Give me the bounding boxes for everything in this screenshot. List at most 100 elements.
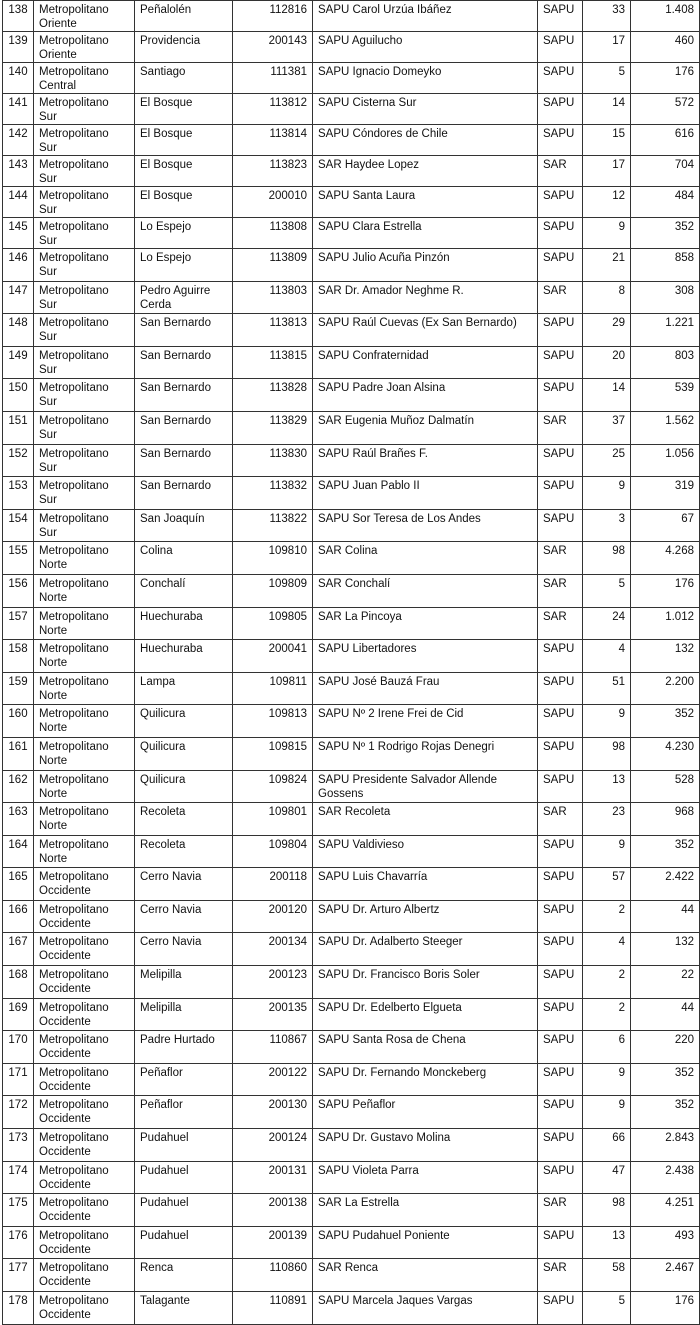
row-number-cell: 158	[2, 639, 34, 673]
establishment-name-cell: SAPU Sor Teresa de Los Andes	[312, 508, 538, 543]
establishment-type-cell: SAR	[537, 1258, 583, 1292]
health-service-cell: Metropolitano Oriente	[33, 0, 135, 32]
establishment-code-cell: 110867	[232, 1030, 313, 1064]
health-service-cell: Metropolitano Occidente	[33, 1062, 135, 1097]
row-number-cell: 153	[2, 476, 34, 510]
row-number-cell: 166	[2, 899, 34, 934]
count-cell: 9	[582, 476, 631, 510]
establishment-code-cell: 113813	[232, 313, 313, 347]
table-row: 178 Metropolitano Occidente Talagante 11089…	[2, 1291, 700, 1325]
establishment-code-cell: 109805	[232, 606, 313, 641]
table-row: 155 Metropolitano Norte Colina 109810 SAR Co…	[2, 541, 700, 575]
health-service-cell: Metropolitano Norte	[33, 573, 135, 608]
establishment-type-cell: SAR	[537, 155, 583, 187]
establishment-code-cell: 200124	[232, 1128, 313, 1162]
count-cell: 37	[582, 410, 631, 445]
commune-cell: Pudahuel	[134, 1128, 233, 1162]
table-row: 141 Metropolitano Sur El Bosque 113812 SAPU …	[2, 93, 700, 125]
amount-cell: 1.408	[630, 0, 700, 32]
row-number-cell: 143	[2, 155, 34, 187]
commune-cell: San Bernardo	[134, 313, 233, 347]
health-service-cell: Metropolitano Central	[33, 62, 135, 94]
count-cell: 14	[582, 93, 631, 125]
health-service-cell: Metropolitano Sur	[33, 476, 135, 510]
row-number-cell: 139	[2, 31, 34, 63]
amount-cell: 220	[630, 1030, 700, 1064]
commune-cell: San Bernardo	[134, 476, 233, 510]
amount-cell: 4.230	[630, 736, 700, 771]
amount-cell: 352	[630, 1095, 700, 1130]
amount-cell: 22	[630, 965, 700, 999]
table-row: 154 Metropolitano Sur San Joaquín 113822 SAP…	[2, 508, 700, 543]
table-row: 173 Metropolitano Occidente Pudahuel 200124…	[2, 1128, 700, 1162]
establishment-name-cell: SAPU Peñaflor	[312, 1095, 538, 1130]
establishment-name-cell: SAPU Padre Joan Alsina	[312, 378, 538, 412]
commune-cell: San Bernardo	[134, 410, 233, 445]
amount-cell: 2.422	[630, 867, 700, 901]
count-cell: 2	[582, 899, 631, 934]
establishment-name-cell: SAPU Luis Chavarría	[312, 867, 538, 901]
health-service-cell: Metropolitano Norte	[33, 704, 135, 738]
establishment-name-cell: SAPU Santa Rosa de Chena	[312, 1030, 538, 1064]
health-service-cell: Metropolitano Sur	[33, 313, 135, 347]
establishment-type-cell: SAPU	[537, 932, 583, 967]
establishment-type-cell: SAPU	[537, 248, 583, 282]
establishment-code-cell: 200134	[232, 932, 313, 967]
establishment-type-cell: SAPU	[537, 704, 583, 738]
health-service-cell: Metropolitano Occidente	[33, 1225, 135, 1260]
establishment-type-cell: SAPU	[537, 1225, 583, 1260]
establishment-code-cell: 109809	[232, 573, 313, 608]
establishment-name-cell: SAR Dr. Amador Neghme R.	[312, 280, 538, 315]
row-number-cell: 141	[2, 93, 34, 125]
establishment-name-cell: SAPU Dr. Gustavo Molina	[312, 1128, 538, 1162]
commune-cell: Cerro Navia	[134, 899, 233, 934]
count-cell: 9	[582, 704, 631, 738]
establishment-code-cell: 109801	[232, 802, 313, 836]
amount-cell: 968	[630, 802, 700, 836]
establishment-name-cell: SAR La Pincoya	[312, 606, 538, 641]
amount-cell: 308	[630, 280, 700, 315]
row-number-cell: 176	[2, 1225, 34, 1260]
count-cell: 12	[582, 186, 631, 218]
table-row: 142 Metropolitano Sur El Bosque 113814 SAPU …	[2, 124, 700, 156]
count-cell: 9	[582, 1062, 631, 1097]
commune-cell: Huechuraba	[134, 606, 233, 641]
establishment-type-cell: SAR	[537, 606, 583, 641]
establishment-type-cell: SAPU	[537, 186, 583, 218]
establishment-type-cell: SAPU	[537, 1030, 583, 1064]
establishment-code-cell: 113803	[232, 280, 313, 315]
commune-cell: Pudahuel	[134, 1193, 233, 1227]
commune-cell: San Bernardo	[134, 378, 233, 412]
health-service-cell: Metropolitano Sur	[33, 155, 135, 187]
establishment-type-cell: SAR	[537, 573, 583, 608]
amount-cell: 352	[630, 1062, 700, 1097]
establishment-name-cell: SAPU Carol Urzúa Ibáñez	[312, 0, 538, 32]
commune-cell: Santiago	[134, 62, 233, 94]
amount-cell: 319	[630, 476, 700, 510]
establishment-name-cell: SAPU Julio Acuña Pinzón	[312, 248, 538, 282]
amount-cell: 132	[630, 932, 700, 967]
count-cell: 15	[582, 124, 631, 156]
establishment-type-cell: SAPU	[537, 899, 583, 934]
establishment-type-cell: SAPU	[537, 62, 583, 94]
row-number-cell: 165	[2, 867, 34, 901]
table-row: 172 Metropolitano Occidente Peñaflor 200130…	[2, 1095, 700, 1130]
table-row: 139 Metropolitano Oriente Providencia 20014…	[2, 31, 700, 63]
establishment-name-cell: SAPU Confraternidad	[312, 345, 538, 380]
commune-cell: Pudahuel	[134, 1225, 233, 1260]
health-service-cell: Metropolitano Sur	[33, 186, 135, 218]
row-number-cell: 155	[2, 541, 34, 575]
count-cell: 4	[582, 932, 631, 967]
establishment-type-cell: SAPU	[537, 1062, 583, 1097]
count-cell: 29	[582, 313, 631, 347]
establishment-code-cell: 113828	[232, 378, 313, 412]
table-row: 170 Metropolitano Occidente Padre Hurtado 1…	[2, 1030, 700, 1064]
establishment-type-cell: SAPU	[537, 1160, 583, 1195]
count-cell: 24	[582, 606, 631, 641]
amount-cell: 1.012	[630, 606, 700, 641]
row-number-cell: 163	[2, 802, 34, 836]
amount-cell: 352	[630, 834, 700, 869]
row-number-cell: 173	[2, 1128, 34, 1162]
establishment-code-cell: 200138	[232, 1193, 313, 1227]
row-number-cell: 152	[2, 443, 34, 478]
